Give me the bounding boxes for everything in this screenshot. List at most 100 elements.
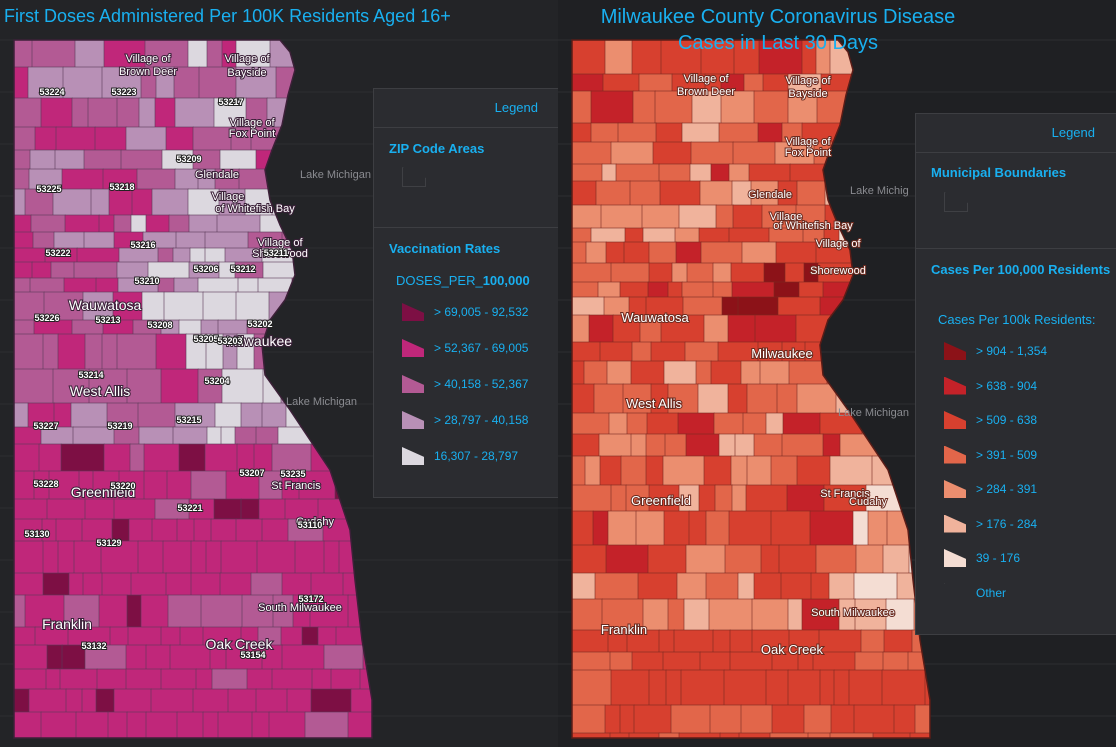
map-region[interactable]: [753, 572, 782, 600]
map-region[interactable]: [848, 669, 883, 706]
map-region[interactable]: [268, 711, 306, 747]
map-region[interactable]: [594, 572, 639, 600]
map-region[interactable]: [322, 40, 352, 68]
map-region[interactable]: [323, 540, 340, 574]
map-region[interactable]: [871, 455, 915, 486]
map-region[interactable]: [890, 227, 914, 243]
map-region[interactable]: [250, 572, 283, 596]
map-region[interactable]: [732, 204, 763, 229]
map-region[interactable]: [10, 247, 46, 263]
map-region[interactable]: [126, 711, 147, 747]
map-region[interactable]: [84, 333, 103, 370]
map-region[interactable]: [681, 122, 720, 143]
map-region[interactable]: [50, 261, 75, 279]
map-region[interactable]: [624, 227, 644, 243]
map-region[interactable]: [741, 241, 777, 264]
map-region[interactable]: [10, 188, 26, 216]
map-region[interactable]: [281, 572, 312, 596]
map-region[interactable]: [165, 126, 194, 151]
map-region[interactable]: [45, 668, 61, 690]
map-region[interactable]: [220, 426, 236, 445]
map-region[interactable]: [721, 296, 739, 316]
map-region[interactable]: [10, 214, 32, 233]
map-region[interactable]: [74, 40, 105, 68]
map-region[interactable]: [76, 247, 120, 263]
map-region[interactable]: [568, 598, 603, 631]
map-region[interactable]: [82, 572, 103, 596]
map-region[interactable]: [750, 180, 779, 206]
map-region[interactable]: [358, 498, 398, 520]
map-region[interactable]: [83, 149, 122, 170]
map-region[interactable]: [312, 214, 350, 233]
map-region[interactable]: [710, 163, 730, 182]
map-region[interactable]: [126, 368, 162, 404]
map-region[interactable]: [277, 426, 319, 445]
map-region[interactable]: [355, 402, 372, 428]
map-region[interactable]: [568, 141, 612, 165]
map-region[interactable]: [592, 510, 609, 546]
map-region[interactable]: [734, 433, 755, 457]
map-region[interactable]: [40, 711, 77, 747]
map-region[interactable]: [90, 188, 110, 216]
map-region[interactable]: [10, 66, 29, 99]
map-region[interactable]: [70, 402, 108, 428]
map-region[interactable]: [128, 518, 153, 542]
map-region[interactable]: [291, 97, 327, 128]
map-region[interactable]: [876, 122, 917, 143]
map-region[interactable]: [280, 626, 303, 646]
map-region[interactable]: [40, 97, 73, 128]
map-region[interactable]: [658, 732, 680, 747]
map-region[interactable]: [107, 711, 128, 747]
map-region[interactable]: [858, 90, 877, 124]
map-region[interactable]: [787, 669, 821, 706]
map-region[interactable]: [600, 204, 643, 229]
map-region[interactable]: [642, 227, 676, 243]
map-region[interactable]: [674, 227, 700, 243]
map-region[interactable]: [697, 383, 729, 414]
map-region[interactable]: [38, 443, 62, 472]
map-region[interactable]: [10, 688, 30, 713]
map-region[interactable]: [798, 281, 824, 298]
map-region[interactable]: [204, 247, 226, 263]
map-region[interactable]: [593, 383, 624, 414]
map-region[interactable]: [359, 518, 391, 542]
map-region[interactable]: [777, 296, 821, 316]
map-region[interactable]: [718, 433, 736, 457]
map-region[interactable]: [568, 360, 585, 385]
map-region[interactable]: [24, 594, 65, 628]
map-region[interactable]: [853, 704, 895, 734]
map-region[interactable]: [368, 572, 402, 596]
map-region[interactable]: [595, 180, 631, 206]
map-region[interactable]: [179, 626, 204, 646]
map-region[interactable]: [116, 333, 157, 370]
map-region[interactable]: [237, 277, 259, 293]
map-region[interactable]: [125, 126, 167, 151]
map-region[interactable]: [568, 484, 612, 512]
map-region[interactable]: [678, 732, 721, 747]
map-region[interactable]: [225, 470, 260, 500]
map-region[interactable]: [645, 433, 666, 457]
map-region[interactable]: [605, 544, 649, 574]
map-region[interactable]: [810, 572, 830, 600]
map-region[interactable]: [720, 90, 755, 124]
map-region[interactable]: [92, 470, 120, 500]
map-region[interactable]: [68, 572, 84, 596]
map-region[interactable]: [855, 544, 884, 574]
map-region[interactable]: [667, 598, 685, 631]
map-region[interactable]: [590, 227, 626, 243]
map-region[interactable]: [746, 455, 772, 486]
map-region[interactable]: [889, 241, 914, 264]
map-region[interactable]: [24, 188, 54, 216]
map-region[interactable]: [287, 126, 303, 151]
map-region[interactable]: [42, 333, 59, 370]
map-region[interactable]: [120, 149, 163, 170]
map-region[interactable]: [753, 90, 789, 124]
map-region[interactable]: [57, 540, 75, 574]
map-region[interactable]: [173, 66, 200, 99]
map-region[interactable]: [320, 277, 343, 293]
map-region[interactable]: [583, 360, 608, 385]
map-region[interactable]: [854, 651, 884, 671]
map-region[interactable]: [635, 510, 665, 546]
map-region[interactable]: [568, 341, 601, 362]
map-region[interactable]: [95, 277, 119, 293]
